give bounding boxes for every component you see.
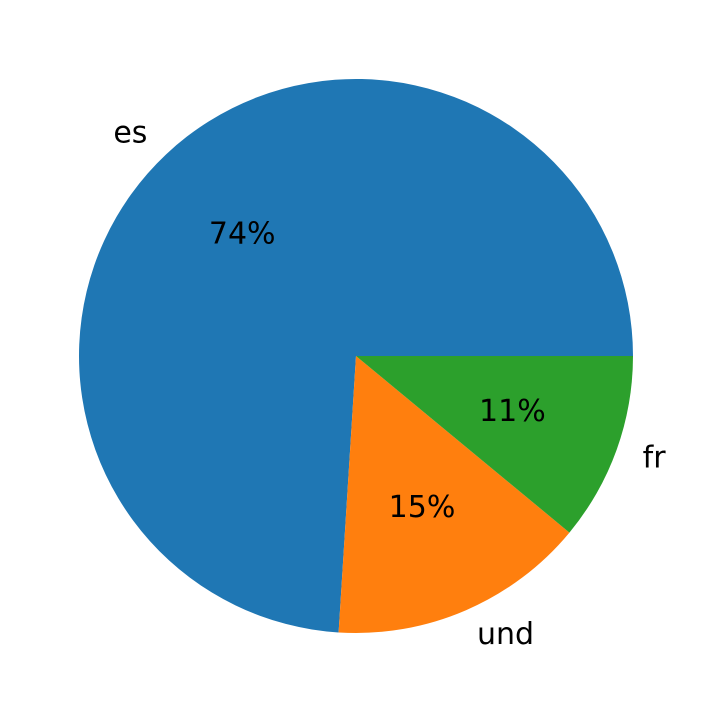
pie-slice bbox=[78, 78, 634, 633]
value-label: 11% bbox=[479, 394, 546, 429]
pie-slice bbox=[338, 356, 570, 633]
category-label: es bbox=[113, 115, 147, 150]
value-label: 74% bbox=[209, 216, 276, 251]
pie-slice bbox=[356, 356, 633, 533]
category-label: und bbox=[477, 617, 534, 652]
category-label: fr bbox=[643, 441, 667, 476]
value-label: 15% bbox=[389, 490, 456, 525]
